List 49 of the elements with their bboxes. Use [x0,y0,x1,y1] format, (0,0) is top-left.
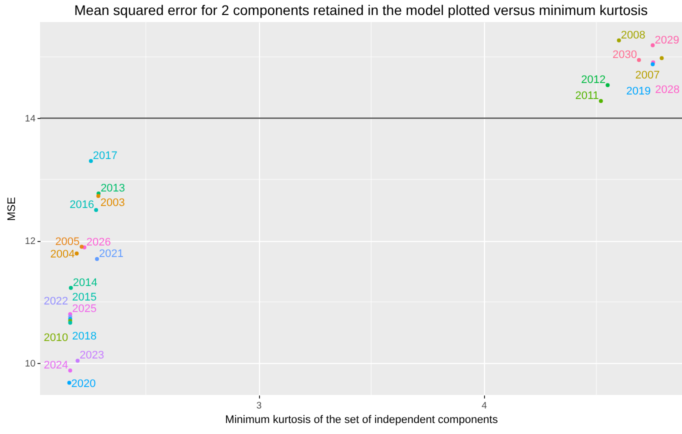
series-label: 2019 [626,86,651,98]
point [606,83,610,88]
point [636,58,641,62]
series-label: 2012 [581,74,606,86]
point [94,257,99,262]
series-label: 2026 [86,236,111,248]
point [68,286,73,290]
series-label: 2022 [44,295,68,308]
point [616,38,621,42]
series-label: 2007 [635,69,660,82]
point [96,194,100,198]
y-tick-label: 14 [24,114,36,125]
point [650,43,655,48]
series-label: 2024 [44,360,68,372]
series-label: 2015 [72,291,97,304]
series-label: 2010 [44,332,68,344]
series-label: 2028 [655,84,680,96]
point [74,252,79,256]
series-label: 2016 [70,199,94,212]
series-label: 2013 [100,182,126,194]
y-tick-label: 12 [24,236,36,248]
y-axis-title: MSE [6,197,18,221]
point [67,380,72,385]
point [660,56,664,60]
series-label: 2018 [72,330,97,342]
point [68,368,72,372]
series-label: 2029 [654,34,680,46]
point [80,244,84,249]
series-label: 2023 [80,350,104,362]
point [598,99,603,104]
series-label: 2011 [575,90,599,102]
series-label: 2021 [98,248,124,260]
series-label: 2008 [620,29,646,42]
chart-title: Mean squared error for 2 components retained in the model plotted versus minimum kurtosis [74,2,648,18]
point [94,208,98,212]
point [88,159,93,164]
series-label: 2005 [55,236,80,248]
y-tick-label: 10 [24,358,36,370]
series-label: 2017 [92,150,118,162]
series-label: 2025 [72,303,97,316]
x-tick-label: 3 [256,400,262,412]
point [76,358,80,363]
series-label: 2020 [71,378,96,390]
series-label: 2004 [50,248,75,261]
series-label: 2003 [100,197,125,210]
series-label: 2030 [612,48,637,61]
x-axis-title: Minimum kurtosis of the set of independent components [225,414,498,426]
x-tick-label: 4 [482,400,487,412]
series-label: 2014 [72,276,98,289]
